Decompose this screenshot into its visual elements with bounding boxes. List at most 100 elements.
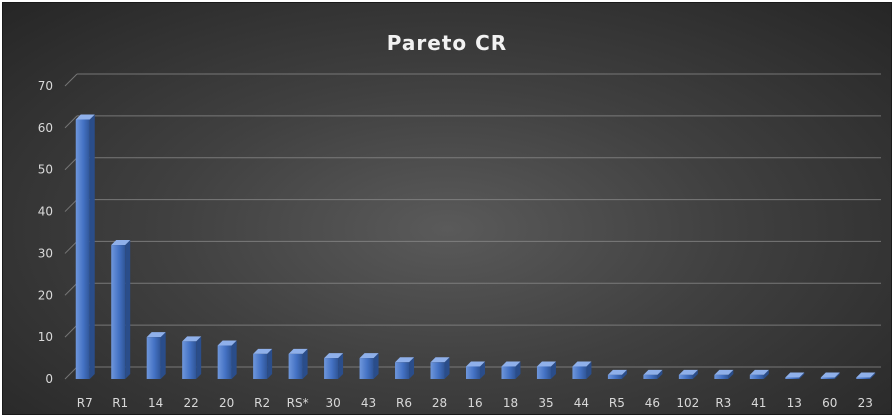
bar bbox=[714, 369, 734, 379]
bar-front bbox=[466, 366, 480, 379]
bar bbox=[466, 361, 485, 379]
bar bbox=[643, 369, 663, 379]
gridline-skew bbox=[64, 282, 78, 296]
bar bbox=[501, 361, 521, 379]
bar bbox=[111, 240, 131, 379]
bar-side bbox=[89, 114, 95, 379]
y-tick-label: 20 bbox=[38, 288, 53, 302]
bar-side bbox=[728, 369, 734, 379]
y-tick-label: 50 bbox=[38, 163, 53, 177]
x-tick-label: R3 bbox=[715, 396, 731, 410]
bar-side bbox=[870, 372, 876, 379]
bar-top bbox=[536, 361, 556, 367]
bar-top bbox=[749, 369, 769, 375]
bar-front bbox=[714, 374, 729, 379]
bar-top bbox=[820, 372, 840, 378]
bar-top bbox=[678, 369, 698, 375]
x-tick-label: 60 bbox=[822, 396, 837, 410]
bar-front bbox=[607, 374, 622, 379]
bar-front bbox=[536, 366, 551, 379]
bar bbox=[536, 361, 556, 379]
x-tick-label: 30 bbox=[325, 396, 340, 410]
x-tick-label: 28 bbox=[432, 396, 447, 410]
bar-front bbox=[501, 366, 516, 379]
bar bbox=[324, 353, 344, 379]
bar-front bbox=[395, 362, 410, 379]
bar-top bbox=[75, 114, 95, 120]
bar bbox=[749, 369, 769, 379]
bar-side bbox=[231, 340, 237, 379]
bar-front bbox=[182, 341, 197, 379]
y-tick-label: 0 bbox=[45, 372, 53, 386]
bar-front bbox=[678, 374, 693, 379]
gridline-skew bbox=[64, 73, 78, 87]
bar-front bbox=[111, 245, 126, 379]
bar bbox=[572, 361, 592, 379]
bar-top bbox=[501, 361, 521, 367]
bar bbox=[395, 357, 415, 379]
x-tick-label: 20 bbox=[219, 396, 234, 410]
bar-side bbox=[692, 369, 698, 379]
bar bbox=[856, 372, 876, 379]
bar-top bbox=[359, 353, 379, 359]
bar-top bbox=[466, 361, 485, 367]
bar bbox=[678, 369, 698, 379]
bar-side bbox=[834, 372, 840, 379]
bar-top bbox=[395, 357, 415, 363]
bar-front bbox=[217, 345, 232, 379]
bar-side bbox=[373, 353, 379, 379]
x-tick-label: R5 bbox=[609, 396, 625, 410]
bar-side bbox=[480, 361, 485, 379]
x-tick-label: RS* bbox=[287, 396, 309, 410]
bar bbox=[430, 357, 450, 379]
y-tick-label: 70 bbox=[38, 79, 53, 93]
bar-front bbox=[288, 353, 303, 379]
bar-side bbox=[550, 361, 556, 379]
gridline-skew bbox=[64, 199, 78, 212]
bar bbox=[253, 348, 273, 379]
bar bbox=[217, 340, 237, 379]
bar bbox=[75, 114, 95, 379]
bar-side bbox=[657, 369, 663, 379]
bar-top bbox=[253, 348, 273, 354]
x-tick-label: 22 bbox=[184, 396, 199, 410]
x-tick-label: R6 bbox=[396, 396, 412, 410]
y-tick-label: 60 bbox=[38, 121, 53, 135]
bar-side bbox=[302, 348, 308, 379]
bar-side bbox=[267, 348, 273, 379]
bar-top bbox=[182, 336, 202, 342]
y-tick-label: 40 bbox=[38, 205, 53, 219]
bar-side bbox=[763, 369, 769, 379]
bar-side bbox=[196, 336, 202, 379]
x-tick-label: R1 bbox=[112, 396, 128, 410]
chart-title: Pareto CR bbox=[386, 31, 508, 55]
bar-side bbox=[799, 372, 805, 379]
bar-side bbox=[586, 361, 592, 379]
bar-front bbox=[359, 358, 374, 379]
bar-front bbox=[785, 377, 800, 379]
bar-front bbox=[643, 374, 658, 379]
bar-top bbox=[572, 361, 592, 367]
bar-front bbox=[749, 374, 764, 379]
bar-front bbox=[856, 377, 871, 379]
bar-front bbox=[146, 337, 161, 379]
bar-front bbox=[253, 353, 268, 379]
x-tick-label: 102 bbox=[676, 396, 699, 410]
x-tick-label: 13 bbox=[787, 396, 802, 410]
bar-front bbox=[75, 119, 90, 379]
bar-top bbox=[785, 372, 805, 378]
bar-top bbox=[643, 369, 663, 375]
bar bbox=[182, 336, 202, 379]
x-tick-label: 16 bbox=[467, 396, 482, 410]
x-tick-label: R2 bbox=[254, 396, 270, 410]
bar-front bbox=[820, 377, 835, 379]
bar bbox=[146, 332, 166, 379]
bar bbox=[288, 348, 308, 379]
x-tick-label: R7 bbox=[77, 396, 93, 410]
x-tick-label: 18 bbox=[503, 396, 518, 410]
gridline-skew bbox=[64, 241, 78, 254]
bar-side bbox=[338, 353, 344, 379]
bar-side bbox=[444, 357, 450, 379]
gridline-skew bbox=[64, 366, 78, 380]
